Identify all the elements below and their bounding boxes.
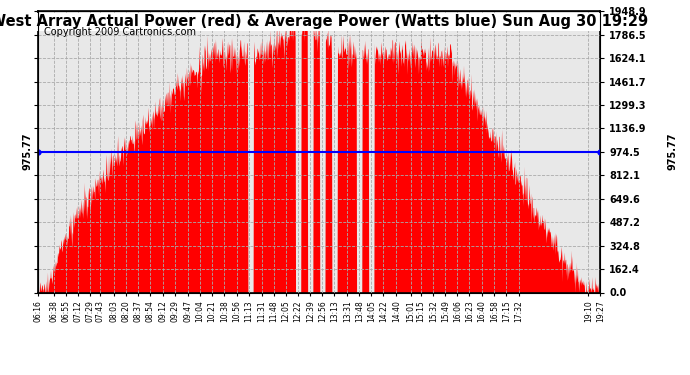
Text: 975.77: 975.77	[668, 133, 678, 170]
Text: 975.77: 975.77	[22, 133, 32, 170]
Text: West Array Actual Power (red) & Average Power (Watts blue) Sun Aug 30 19:29: West Array Actual Power (red) & Average …	[0, 14, 648, 29]
Text: Copyright 2009 Cartronics.com: Copyright 2009 Cartronics.com	[43, 27, 195, 37]
